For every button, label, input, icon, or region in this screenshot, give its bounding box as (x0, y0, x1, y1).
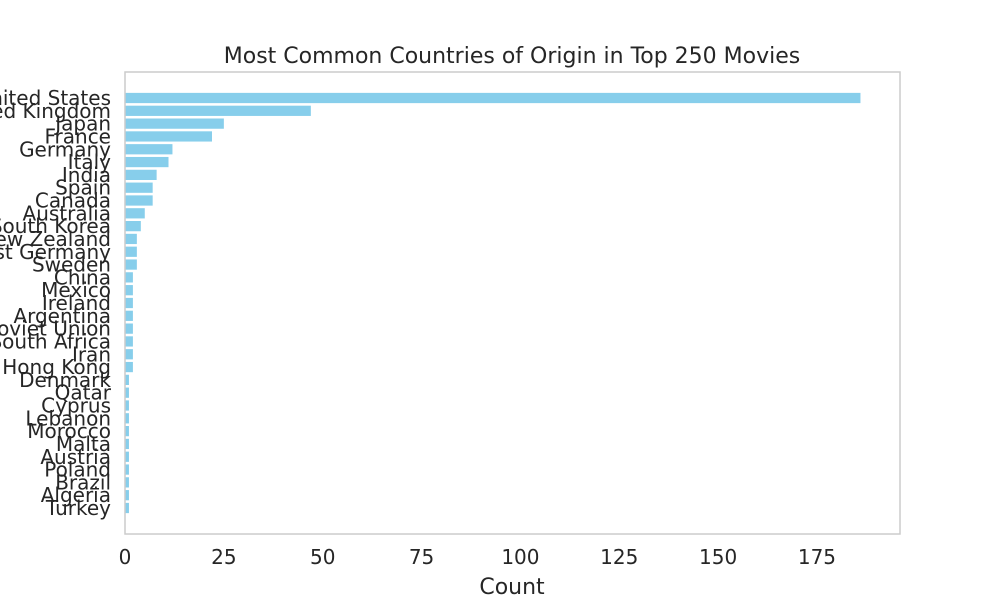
bar-south-korea (125, 221, 141, 232)
bar-japan (125, 118, 224, 129)
x-tick-label-50: 50 (310, 545, 335, 569)
bar-south-africa (125, 336, 133, 347)
y-tick-label-germany: Germany (19, 137, 111, 161)
x-tick-label-175: 175 (798, 545, 836, 569)
y-tick-label-india: India (62, 163, 111, 187)
y-tick-label-lebanon: Lebanon (25, 406, 111, 430)
bar-canada (125, 195, 153, 206)
bar-morocco (125, 426, 129, 437)
x-tick-label-75: 75 (409, 545, 434, 569)
bar-hong-kong (125, 361, 133, 373)
bar-poland (125, 464, 129, 475)
y-tick-label-qatar: Qatar (55, 381, 112, 405)
x-tick-labels: 0 25 50 75 100 125 150 175 (119, 545, 836, 569)
bar-mexico (125, 285, 133, 296)
plot-area (125, 72, 900, 534)
bar-west-germany (125, 246, 137, 257)
y-tick-label-mexico: Mexico (41, 278, 111, 302)
y-tick-label-china: China (54, 265, 111, 289)
bar-germany (125, 144, 173, 155)
bar-austria (125, 451, 129, 462)
x-tick-label-100: 100 (501, 545, 539, 569)
x-tick-label-0: 0 (119, 545, 132, 569)
y-tick-label-south-africa: South Africa (0, 329, 111, 353)
y-tick-label-morocco: Morocco (27, 419, 111, 443)
bar-argentina (125, 310, 133, 321)
bar-algeria (125, 490, 129, 501)
y-tick-label-hong-kong: Hong Kong (2, 355, 111, 379)
x-axis-label: Count (479, 575, 545, 600)
y-tick-label-poland: Poland (44, 458, 111, 482)
x-tick-label-25: 25 (211, 545, 236, 569)
y-tick-label-canada: Canada (35, 189, 111, 213)
y-tick-label-west-germany: West Germany (0, 240, 111, 264)
chart-title: Most Common Countries of Origin in Top 2… (224, 44, 801, 69)
y-tick-label-australia: Australia (23, 201, 111, 225)
y-tick-label-soviet-union: Soviet Union (0, 317, 111, 341)
bar-new-zealand (125, 233, 137, 245)
bar-brazil (125, 477, 129, 488)
bar-turkey (125, 502, 129, 514)
y-tick-label-spain: Spain (55, 176, 111, 200)
bar-france (125, 131, 212, 142)
bar-australia (125, 208, 145, 219)
bar-china (125, 272, 133, 283)
y-tick-label-iran: Iran (72, 342, 111, 366)
y-tick-label-argentina: Argentina (13, 304, 111, 328)
y-tick-label-sweden: Sweden (32, 253, 111, 277)
bar-sweden (125, 259, 137, 270)
bar-india (125, 169, 157, 180)
x-tick-label-125: 125 (600, 545, 638, 569)
y-tick-label-new-zealand: New Zealand (0, 227, 111, 251)
y-tick-label-united-states: United States (0, 86, 111, 110)
y-tick-label-ireland: Ireland (42, 291, 111, 315)
y-tick-label-brazil: Brazil (55, 470, 111, 494)
y-tick-label-algeria: Algeria (41, 483, 111, 507)
y-tick-label-united-kingdom: United Kingdom (0, 99, 111, 123)
bar-united-states (125, 92, 861, 104)
bar-ireland (125, 297, 133, 309)
bar-iran (125, 349, 133, 360)
x-tick-label-150: 150 (699, 545, 737, 569)
bar-lebanon (125, 413, 129, 424)
plot-frame (124, 71, 901, 535)
bar-italy (125, 156, 169, 168)
bar-malta (125, 438, 129, 450)
y-tick-label-cyprus: Cyprus (41, 394, 111, 418)
y-tick-labels: United StatesUnited KingdomJapanFranceGe… (0, 86, 112, 520)
y-tick-label-japan: Japan (53, 112, 111, 136)
y-tick-label-france: France (44, 124, 111, 148)
bar-qatar (125, 387, 129, 398)
bar-soviet-union (125, 323, 133, 334)
y-tick-label-malta: Malta (56, 432, 111, 456)
y-tick-label-denmark: Denmark (19, 368, 111, 392)
bar-spain (125, 182, 153, 193)
y-tick-label-south-korea: South Korea (0, 214, 111, 238)
bar-denmark (125, 374, 129, 385)
y-tick-label-austria: Austria (40, 445, 111, 469)
y-tick-label-italy: Italy (68, 150, 112, 174)
bar-cyprus (125, 400, 129, 411)
bar-series (125, 92, 861, 514)
bar-united-kingdom (125, 105, 311, 116)
y-tick-label-turkey: Turkey (45, 496, 111, 520)
